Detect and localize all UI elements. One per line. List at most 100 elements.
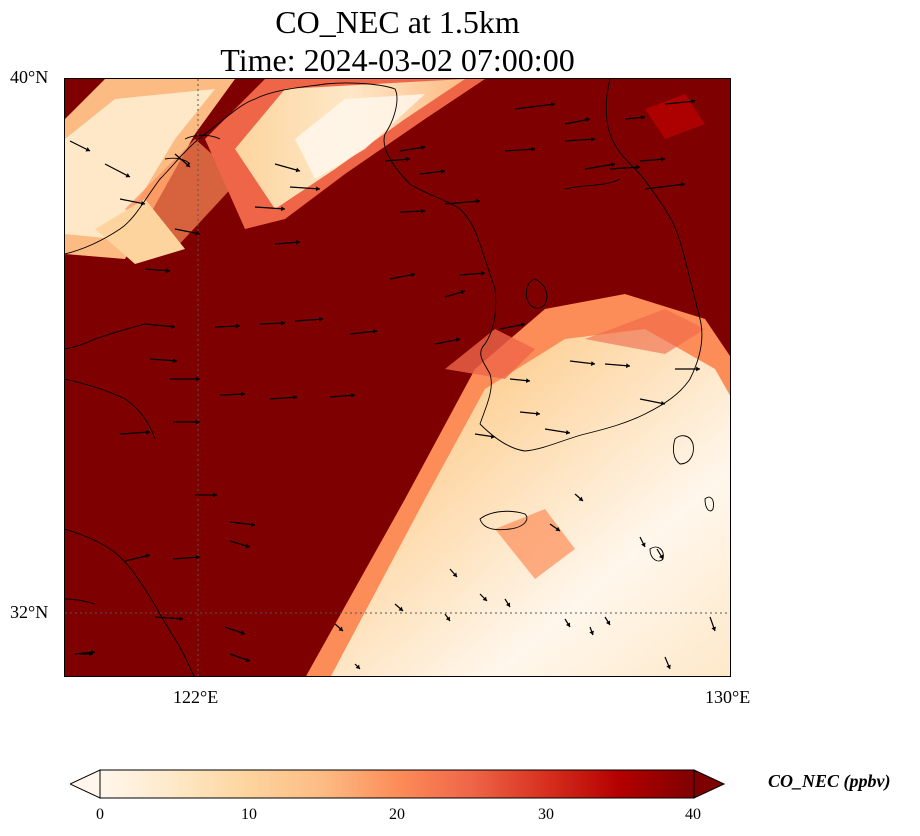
wind-vector-head [173, 358, 177, 364]
wind-vector-head [490, 434, 495, 439]
lat-label-40n: 40°N [10, 67, 49, 87]
co-field-north-band [205, 79, 485, 229]
wind-vector [124, 554, 151, 562]
wind-vector-head [372, 329, 377, 334]
colorbar-label: CO_NEC (ppbv) [768, 771, 891, 791]
wind-vector-head [660, 400, 665, 406]
wind-vector [294, 318, 324, 322]
wind-vector [514, 103, 556, 110]
wind-vector-head [640, 114, 645, 120]
wind-vector [504, 148, 536, 152]
wind-vector-head [196, 376, 200, 382]
wind-vector-head [610, 162, 615, 168]
wind-vector [609, 166, 641, 170]
wind-vector [329, 394, 356, 398]
wind-vector [639, 158, 666, 162]
gridlines [65, 79, 730, 676]
wind-vector-head [241, 391, 245, 397]
colorbar-tick-20: 20 [389, 806, 405, 823]
wind-vector-head [641, 542, 646, 547]
wind-vector-head [398, 606, 403, 611]
lon-label-130e: 130°E [705, 687, 751, 707]
wind-vector-head [195, 230, 200, 236]
wind-vector-head [578, 496, 583, 501]
wind-vector [274, 241, 301, 245]
co-field-northeast-pocket [645, 94, 705, 139]
wind-vector-head [236, 323, 240, 329]
wind-vector-head [196, 554, 200, 560]
wind-vector [569, 360, 596, 365]
colorbar-extend-min [70, 769, 101, 799]
wind-vector-head [626, 363, 630, 369]
wind-vector [459, 272, 486, 276]
wind-vector-head [696, 366, 700, 372]
wind-vector-head [605, 620, 611, 625]
wind-vector-head [250, 522, 255, 527]
wind-vector [119, 431, 151, 435]
wind-vector-head [338, 626, 343, 631]
wind-vector [639, 398, 666, 405]
wind-vector-head [316, 186, 320, 192]
wind-vector-head [406, 156, 410, 162]
colorbar-tick-0: 0 [96, 806, 104, 823]
wind-vector-head [166, 268, 170, 274]
wind-vector-head [661, 156, 665, 162]
wind-vector [419, 170, 446, 175]
wind-vector [119, 198, 146, 205]
wind-vector-head [196, 419, 200, 425]
wind-vector [144, 323, 176, 328]
map-time: Time: 2024-03-02 07:00:00 [220, 42, 575, 78]
wind-vector-head [585, 117, 590, 123]
wind-vector-head [445, 616, 450, 621]
wind-vector [564, 138, 596, 142]
colorbar-tick-10: 10 [241, 806, 257, 823]
wind-vector [434, 338, 461, 345]
wind-vector [214, 325, 241, 328]
wind-vector-head [680, 182, 685, 187]
wind-vector-head [476, 198, 480, 204]
wind-vector-head [319, 316, 323, 322]
wind-vector-head [565, 430, 570, 435]
wind-vector-head [213, 492, 217, 498]
lon-label-122e: 122°E [173, 687, 219, 707]
wind-vector [349, 330, 378, 335]
wind-vector [144, 268, 171, 272]
wind-vector-head [505, 602, 511, 607]
wind-vector [154, 616, 184, 620]
wind-vector-head [420, 145, 425, 150]
coastlines [65, 79, 714, 676]
wind-vector [219, 393, 246, 396]
wind-vectors [69, 98, 716, 670]
wind-vector [584, 163, 616, 170]
wind-vector-head [535, 411, 540, 417]
wind-vector [274, 163, 301, 172]
wind-vector [172, 556, 201, 560]
wind-vector [104, 163, 131, 178]
wind-vector-head [245, 657, 250, 663]
wind-vector [444, 200, 481, 205]
wind-vector [544, 428, 571, 434]
wind-vector [174, 228, 201, 235]
wind-vector-head [146, 429, 150, 435]
wind-vector-head [711, 626, 716, 631]
wind-vector [389, 273, 416, 280]
wind-vector [664, 100, 696, 105]
co-field-southeast-plume [306, 294, 730, 676]
wind-vector-head [555, 526, 560, 531]
wind-vector [604, 363, 631, 367]
wind-vector-head [482, 596, 487, 601]
wind-vector-head [170, 324, 175, 330]
wind-vector-head [140, 200, 145, 206]
wind-vector [499, 323, 526, 330]
colorbar-tick-40: 40 [685, 806, 701, 823]
wind-vector-head [590, 361, 595, 366]
map-canvas [65, 79, 730, 676]
wind-vector-head [525, 378, 530, 384]
wind-vector-head [666, 664, 671, 669]
wind-vector-head [690, 98, 695, 104]
wind-vector-head [185, 162, 190, 167]
wind-vector-head [281, 320, 285, 326]
map-panel [64, 78, 731, 677]
wind-vector-head [565, 622, 571, 627]
wind-vector [269, 396, 298, 400]
